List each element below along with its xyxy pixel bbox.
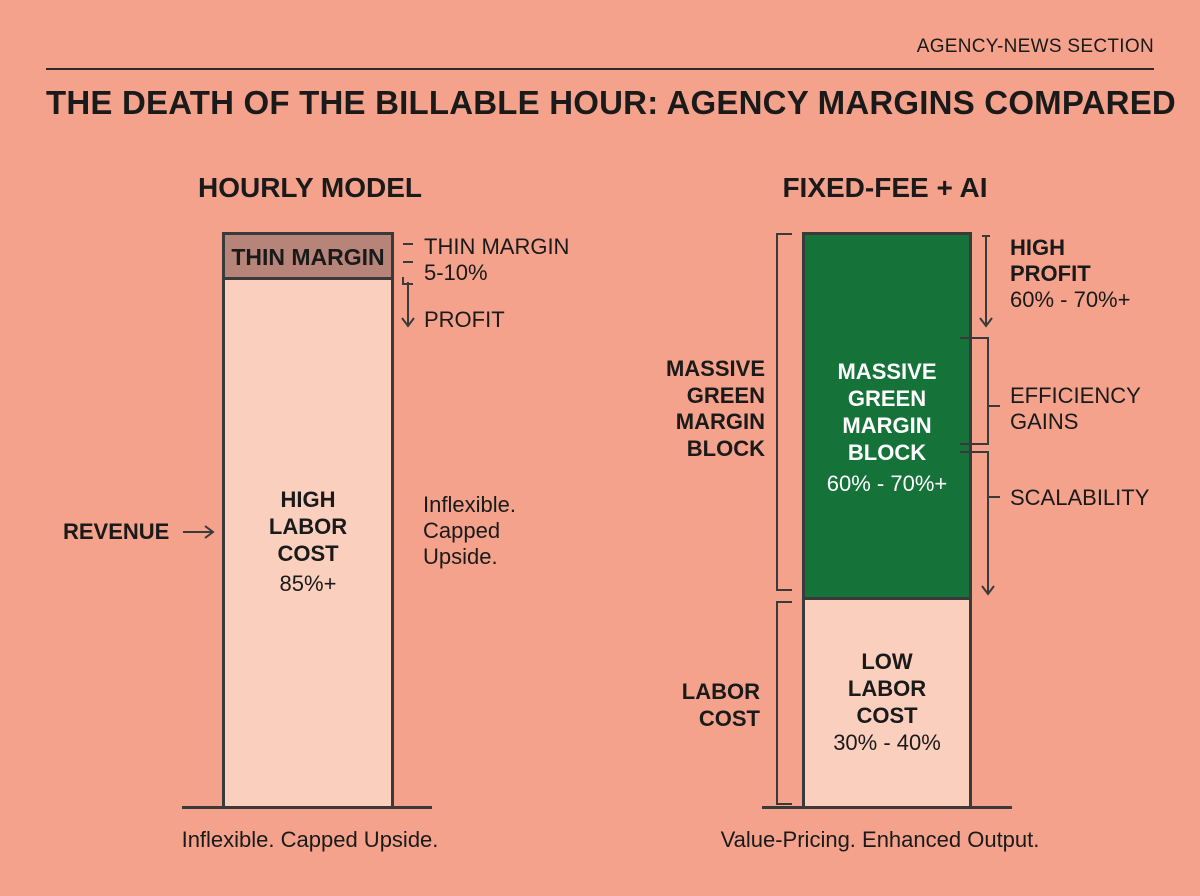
thin-margin-annotation: THIN MARGIN (424, 234, 570, 259)
hourly-caption: Inflexible. Capped Upside. (181, 827, 439, 852)
fixed-labor-line-2: LABOR (847, 676, 927, 701)
fixed-heading: FIXED-FEE + AI (782, 172, 988, 203)
profit-label: PROFIT (424, 307, 505, 332)
fixed-margin-line-2: GREEN (847, 386, 927, 411)
thin-margin-bracket (403, 243, 413, 263)
labor-left-bracket (776, 601, 792, 805)
hourly-margin-block: THIN MARGIN (222, 232, 394, 280)
hourly-labor-line-3: COST (277, 541, 339, 566)
hourly-baseline (182, 806, 432, 809)
header-divider (46, 68, 1154, 70)
hourly-labor-line-1: HIGH (280, 487, 336, 512)
hourly-labor-line-2: LABOR (268, 514, 348, 539)
high-profit-arrow-icon (979, 235, 993, 328)
fixed-margin-line-4: BLOCK (847, 440, 927, 465)
left-margin-line-2: GREEN (686, 382, 765, 408)
left-margin-line-3: MARGIN (675, 409, 765, 434)
left-margin-line-1: MASSIVE (665, 356, 765, 381)
fixed-labor-block: LOW LABOR COST 30% - 40% (802, 597, 972, 809)
scalability-arrow-icon (960, 451, 995, 596)
fixed-labor-line-3: COST (856, 703, 918, 728)
high-profit-line-2: PROFIT (1010, 261, 1091, 286)
efficiency-line-2: GAINS (1010, 409, 1079, 434)
revenue-label: REVENUE (63, 519, 170, 544)
fixed-labor-pct: 30% - 40% (833, 730, 941, 755)
fixed-margin-line-3: MARGIN (842, 413, 932, 438)
fixed-margin-block: MASSIVE GREEN MARGIN BLOCK 60% - 70%+ (802, 232, 972, 600)
scalability-label: SCALABILITY (1010, 485, 1150, 510)
fixed-baseline (762, 806, 1012, 809)
thin-margin-pct: 5-10% (424, 260, 488, 285)
efficiency-line-1: EFFICIENCY (1010, 383, 1141, 408)
hourly-margin-block-label: THIN MARGIN (231, 244, 385, 270)
left-margin-line-4: BLOCK (686, 435, 765, 461)
fixed-margin-line-1: MASSIVE (837, 359, 937, 384)
fixed-labor-line-1: LOW (861, 649, 913, 674)
high-profit-pct: 60% - 70%+ (1010, 287, 1131, 312)
side-note-line-1: Inflexible. (423, 492, 516, 517)
section-tag: AGENCY-NEWS SECTION (916, 36, 1154, 57)
left-labor-line-2: COST (698, 706, 760, 731)
fixed-margin-pct: 60% - 70%+ (826, 471, 948, 496)
left-labor-line-1: LABOR (681, 679, 760, 704)
hourly-heading: HOURLY MODEL (197, 172, 423, 203)
side-note-line-2: Capped (423, 518, 501, 543)
profit-arrow-icon (401, 282, 415, 328)
side-note-line-3: Upside. (423, 544, 498, 569)
revenue-arrow-icon (183, 525, 215, 539)
profit-bracket-top (402, 277, 413, 285)
page-title: THE DEATH OF THE BILLABLE HOUR: AGENCY M… (46, 84, 1176, 121)
efficiency-bracket (960, 337, 989, 445)
fixed-caption: Value-Pricing. Enhanced Output. (720, 827, 1040, 852)
hourly-labor-pct: 85%+ (279, 571, 337, 596)
margin-left-bracket (776, 233, 792, 591)
hourly-labor-block: HIGH LABOR COST 85%+ (222, 277, 394, 809)
high-profit-line-1: HIGH (1010, 235, 1065, 260)
